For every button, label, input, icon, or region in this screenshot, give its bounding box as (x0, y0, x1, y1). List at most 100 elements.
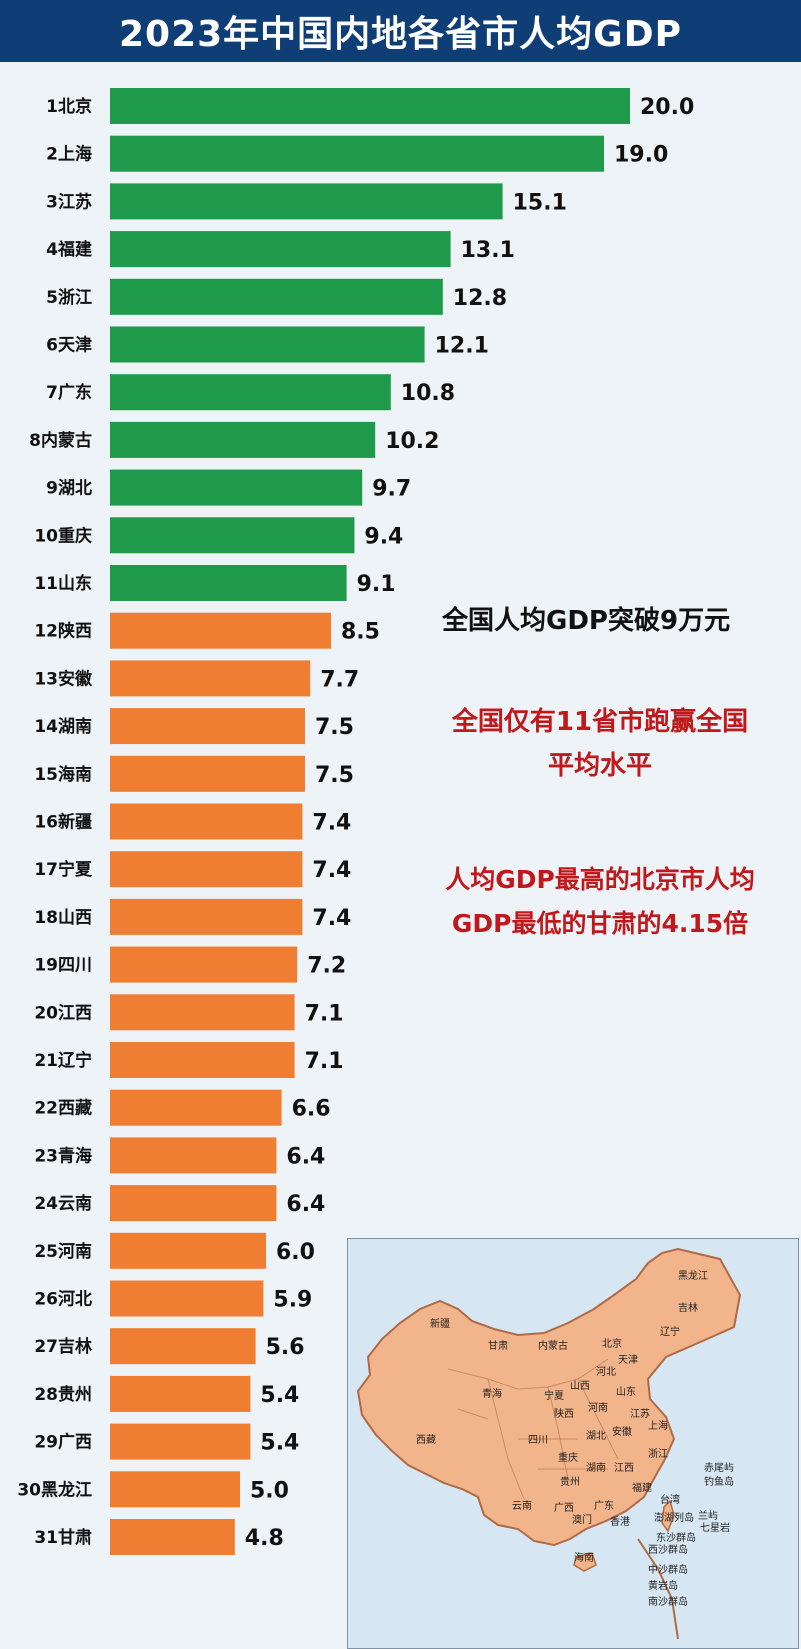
map-label: 甘肃 (488, 1339, 508, 1352)
map-label: 贵州 (560, 1475, 580, 1488)
category-label: 24云南 (34, 1193, 92, 1214)
category-label: 3江苏 (46, 191, 92, 212)
map-label: 兰屿 (698, 1509, 718, 1522)
map-label: 浙江 (648, 1448, 668, 1460)
value-label: 15.1 (513, 190, 567, 215)
annotation-national-gdp: 全国人均GDP突破9万元 (442, 606, 731, 636)
category-label: 18山西 (34, 908, 92, 928)
value-label: 10.2 (385, 429, 439, 454)
map-label: 北京 (602, 1337, 622, 1350)
value-label: 9.7 (372, 477, 411, 502)
value-label: 6.4 (286, 1192, 325, 1217)
bar (110, 374, 391, 411)
value-label: 7.4 (312, 906, 351, 931)
category-label: 11山东 (34, 573, 92, 594)
value-label: 5.6 (266, 1335, 305, 1360)
map-label: 江西 (614, 1462, 634, 1474)
map-label: 天津 (618, 1354, 638, 1366)
map-label: 海南 (574, 1551, 594, 1564)
category-label: 8内蒙古 (29, 430, 92, 451)
value-label: 6.0 (276, 1240, 315, 1265)
value-label: 10.8 (401, 381, 455, 406)
value-label: 9.1 (357, 572, 396, 597)
bar (110, 898, 303, 935)
map-label: 赤尾屿 (704, 1462, 734, 1474)
bar (110, 755, 305, 792)
hainan-shape (573, 1552, 597, 1572)
map-label: 新疆 (430, 1317, 450, 1330)
map-label: 宁夏 (544, 1389, 564, 1402)
china-map: 黑龙江 吉林 辽宁 新疆 甘肃 内蒙古 北京 天津 河北 山西 山东 青海 宁夏 陕西 河南 江苏 西藏 四川 湖北… (347, 1238, 799, 1649)
category-label: 31甘肃 (34, 1527, 92, 1548)
bar (110, 469, 363, 506)
map-label: 云南 (512, 1499, 532, 1512)
value-label: 13.1 (461, 238, 515, 263)
map-label: 山东 (616, 1385, 636, 1398)
bar (110, 1089, 282, 1126)
bar (110, 1232, 266, 1269)
bar (110, 135, 604, 172)
map-label: 山西 (570, 1380, 590, 1392)
annotation-beijing-vs-gansu: 人均GDP最高的北京市人均 GDP最低的甘肃的4.15倍 (420, 858, 780, 946)
bar (110, 517, 355, 554)
bar (110, 660, 311, 697)
map-label: 四川 (528, 1435, 548, 1446)
map-label: 湖北 (586, 1430, 606, 1442)
bar (110, 1280, 264, 1317)
category-label: 1北京 (46, 96, 92, 117)
category-label: 4福建 (46, 239, 92, 260)
bar (110, 183, 503, 220)
value-label: 6.6 (292, 1097, 331, 1122)
bar (110, 1423, 251, 1460)
category-label: 2上海 (46, 144, 92, 165)
category-label: 7广东 (46, 382, 92, 403)
map-label: 青海 (482, 1387, 502, 1400)
category-label: 29广西 (34, 1432, 92, 1453)
map-label: 重庆 (558, 1451, 578, 1464)
category-label: 16新疆 (34, 812, 92, 833)
value-label: 7.2 (307, 954, 346, 979)
value-label: 7.5 (315, 763, 354, 788)
map-label: 河北 (596, 1366, 616, 1378)
bar (110, 326, 425, 363)
map-label: 西沙群岛 (648, 1543, 688, 1556)
taiwan-shape (661, 1499, 675, 1533)
value-label: 12.8 (453, 286, 507, 311)
bar (110, 612, 331, 649)
map-label: 东沙群岛 (656, 1531, 696, 1544)
category-label: 14湖南 (34, 716, 92, 737)
value-label: 7.4 (312, 858, 351, 883)
category-label: 23青海 (34, 1145, 92, 1166)
bar (110, 803, 303, 840)
value-label: 7.5 (315, 715, 354, 740)
bar (110, 88, 630, 124)
bar (110, 1519, 235, 1555)
south-china-sea-outline (637, 1538, 679, 1640)
category-label: 13安徽 (34, 668, 93, 689)
map-label: 福建 (632, 1481, 652, 1494)
internal-border (447, 1358, 619, 1500)
category-label: 25河南 (34, 1241, 92, 1262)
category-label: 15海南 (34, 764, 92, 785)
bar (110, 1137, 277, 1174)
map-label: 河南 (588, 1401, 608, 1414)
map-label: 内蒙古 (538, 1339, 568, 1352)
category-label: 6天津 (46, 335, 92, 356)
map-label: 黑龙江 (678, 1269, 708, 1282)
annotation-provinces-above-average: 全国仅有11省市跑赢全国 平均水平 (420, 700, 780, 788)
map-label: 钓鱼岛 (704, 1475, 734, 1488)
value-label: 7.4 (312, 811, 351, 836)
value-label: 19.0 (614, 143, 668, 168)
map-label: 广西 (554, 1502, 574, 1514)
map-label: 中沙群岛 (648, 1563, 688, 1576)
value-label: 4.8 (245, 1526, 284, 1551)
value-label: 20.0 (640, 95, 694, 120)
category-label: 10重庆 (34, 525, 92, 546)
page-title: 2023年中国内地各省市人均GDP (0, 0, 801, 62)
value-label: 5.4 (260, 1431, 299, 1456)
category-label: 9湖北 (46, 479, 92, 499)
map-label: 湖南 (586, 1461, 606, 1474)
value-label: 5.4 (260, 1383, 299, 1408)
value-label: 7.1 (305, 1001, 344, 1026)
bar (110, 231, 451, 268)
